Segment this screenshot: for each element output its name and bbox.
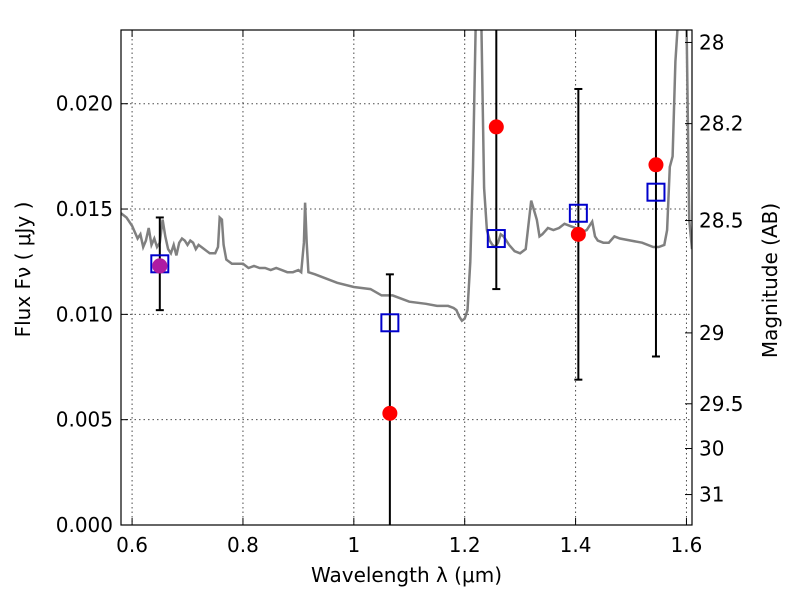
y2-tick-label: 29 — [699, 321, 724, 345]
observed-point — [382, 405, 398, 421]
x-tick-label: 0.6 — [116, 533, 148, 557]
observed-point — [570, 226, 586, 242]
spectrum-layer — [121, 30, 692, 323]
tick-layer: 0.6 0.8 1 1.2 1.4 1.6 0.000 0.005 0.010 0.015 0.02… — [56, 30, 744, 557]
x-axis-label: Wavelength λ (μm) — [311, 563, 502, 587]
y-axis-label: Flux Fν ( μJy ) — [11, 202, 35, 338]
observed-point — [648, 157, 664, 173]
x-tick-label: 1.2 — [449, 533, 481, 557]
observed-point-overlap — [152, 258, 168, 274]
x-tick-label: 1.6 — [671, 533, 703, 557]
y2-tick-label: 30 — [699, 437, 724, 461]
plot-frame — [120, 29, 693, 526]
observed-point — [488, 119, 504, 135]
y-tick-label: 0.005 — [56, 408, 113, 432]
x-tick-label: 0.8 — [227, 533, 259, 557]
y-tick-label: 0.015 — [56, 197, 113, 221]
errorbar-layer — [155, 30, 660, 525]
y2-tick-label: 28 — [699, 30, 724, 54]
point-layer — [150, 119, 666, 421]
model-point — [568, 203, 588, 223]
y2-tick-label: 28.5 — [699, 209, 744, 233]
model-point — [646, 182, 666, 202]
y-tick-label: 0.020 — [56, 92, 113, 116]
y-tick-label: 0.010 — [56, 302, 113, 326]
y2-tick-label: 29.5 — [699, 392, 744, 416]
model-point — [486, 229, 506, 249]
y2-tick-label: 31 — [699, 483, 724, 507]
model-point — [380, 313, 400, 333]
model-spectrum-line — [121, 30, 692, 323]
y-tick-label: 0.000 — [56, 513, 113, 537]
x-tick-label: 1.4 — [560, 533, 592, 557]
y2-tick-label: 28.2 — [699, 112, 744, 136]
x-tick-label: 1 — [347, 533, 360, 557]
grid-layer — [121, 30, 692, 526]
y2-axis-label: Magnitude (AB) — [758, 203, 782, 358]
